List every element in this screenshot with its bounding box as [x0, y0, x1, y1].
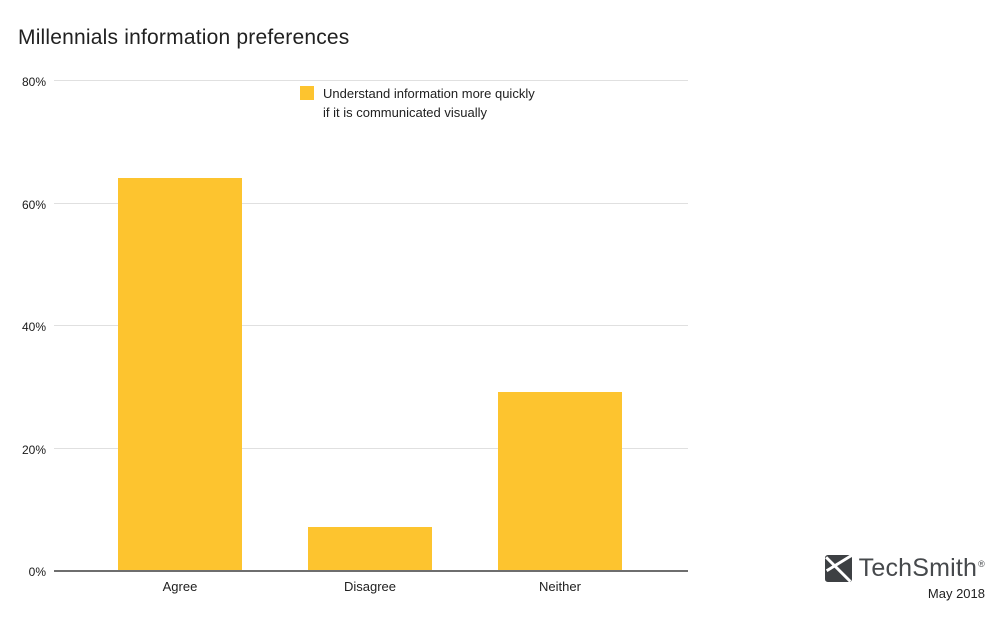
bar-agree	[118, 178, 242, 570]
plot-area	[54, 80, 688, 572]
y-tick-label: 40%	[21, 320, 46, 334]
legend-label: Understand information more quickly if i…	[323, 84, 535, 122]
x-tick-label-neither: Neither	[539, 579, 581, 594]
footer-date: May 2018	[927, 586, 985, 601]
footer: TechSmith® May 2018	[824, 554, 985, 601]
chart-title: Millennials information preferences	[18, 26, 350, 49]
x-axis: Agree Disagree Neither	[54, 579, 688, 599]
y-axis: 0% 20% 40% 60% 80%	[0, 75, 46, 579]
brand-wordmark: TechSmith	[858, 554, 978, 582]
y-tick-label: 0%	[28, 565, 46, 579]
gridline	[54, 447, 688, 449]
registered-trademark-symbol: ®	[978, 558, 985, 569]
brand-name: TechSmith®	[859, 554, 985, 583]
legend: Understand information more quickly if i…	[300, 84, 535, 122]
legend-label-line1: Understand information more quickly	[323, 86, 535, 101]
y-tick-label: 20%	[21, 442, 46, 457]
gridline	[54, 202, 688, 204]
legend-label-line2: if it is communicated visually	[323, 105, 487, 120]
y-tick-label: 80%	[21, 75, 46, 89]
legend-swatch-icon	[300, 86, 314, 100]
bar-disagree	[308, 527, 432, 570]
brand-row: TechSmith®	[824, 554, 985, 583]
gridline	[54, 325, 688, 326]
techsmith-logo-icon	[824, 555, 852, 582]
y-tick-label: 60%	[21, 197, 46, 212]
bar-neither	[498, 392, 622, 570]
x-tick-label-agree: Agree	[162, 579, 198, 594]
gridline	[54, 80, 688, 81]
x-tick-label-disagree: Disagree	[343, 579, 397, 594]
